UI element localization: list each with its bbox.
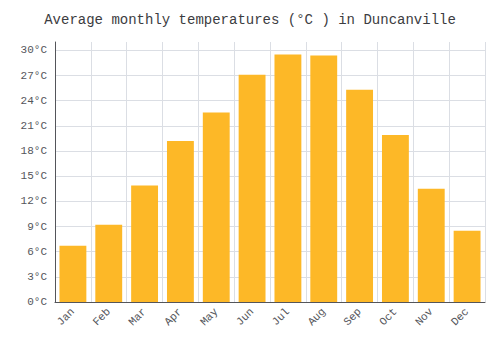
svg-text:3°C: 3°C [27,271,47,283]
svg-text:Dec: Dec [449,306,471,328]
svg-text:Mar: Mar [126,306,148,328]
svg-text:18°C: 18°C [21,145,48,157]
svg-text:6°C: 6°C [27,246,47,258]
svg-text:27°C: 27°C [21,70,48,82]
svg-text:12°C: 12°C [21,195,48,207]
svg-text:Feb: Feb [91,306,113,328]
svg-text:0°C: 0°C [27,296,47,308]
svg-text:Oct: Oct [377,306,399,328]
svg-text:24°C: 24°C [21,95,48,107]
svg-text:May: May [198,305,221,328]
svg-text:15°C: 15°C [21,170,48,182]
svg-text:Jul: Jul [270,306,292,328]
svg-text:Aug: Aug [306,306,328,328]
svg-text:30°C: 30°C [21,44,48,56]
svg-text:Sep: Sep [341,306,363,328]
svg-text:Nov: Nov [413,305,436,328]
svg-text:21°C: 21°C [21,120,48,132]
svg-text:Average monthly temperatures (: Average monthly temperatures (°C ) in Du… [44,12,456,28]
svg-text:Jan: Jan [55,306,77,328]
svg-text:Jun: Jun [234,306,256,328]
svg-text:Apr: Apr [162,306,184,328]
svg-text:9°C: 9°C [27,221,47,233]
